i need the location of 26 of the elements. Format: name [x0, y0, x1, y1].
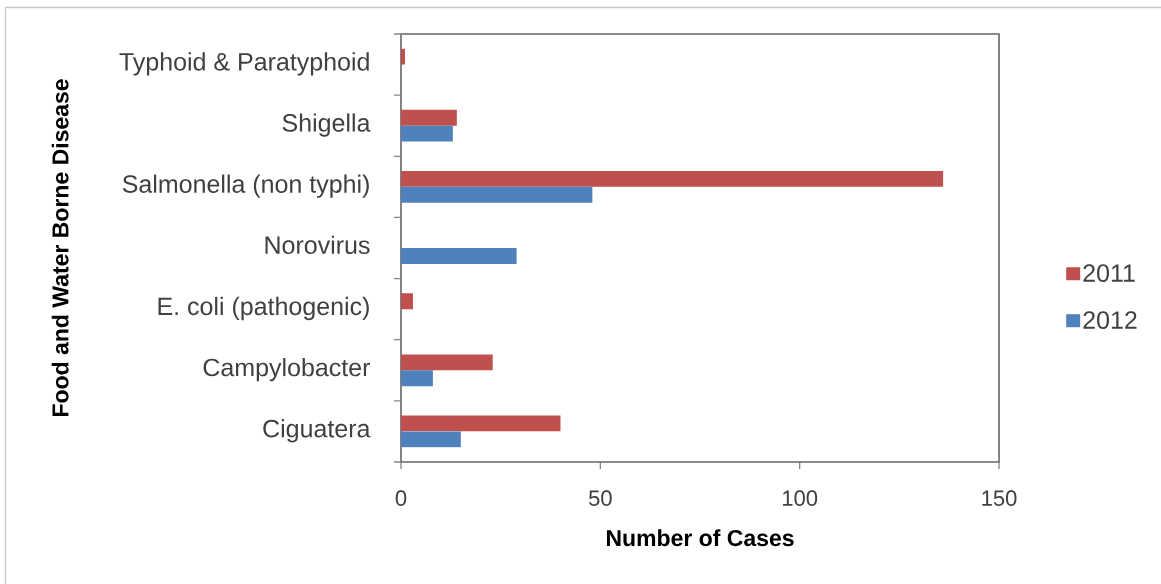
x-axis-title: Number of Cases — [606, 529, 794, 547]
bar — [401, 248, 517, 264]
y-tick-label: E. coli (pathogenic) — [158, 296, 369, 321]
y-tick-label: Norovirus — [265, 235, 370, 255]
y-tick-label: Typhoid & Paratyphoid — [119, 52, 369, 76]
bar — [401, 186, 593, 203]
bar — [401, 415, 561, 432]
legend-label: 2012 — [1083, 311, 1137, 329]
bar — [401, 109, 457, 126]
x-tick-label: 150 — [982, 490, 1017, 506]
y-axis-title: Food and Water Borne Disease — [51, 79, 69, 417]
bar — [401, 370, 433, 387]
y-tick-label: Shigella — [282, 113, 371, 137]
x-tick-label: 0 — [395, 490, 407, 506]
bar — [401, 431, 461, 448]
bar — [401, 48, 405, 65]
legend-label: 2011 — [1083, 264, 1135, 282]
x-tick-label: 50 — [588, 490, 612, 506]
bar — [401, 170, 944, 187]
y-tick-label: Campylobacter — [203, 357, 371, 382]
bar — [401, 293, 413, 310]
x-tick-label: 100 — [783, 490, 818, 506]
bar — [401, 354, 493, 371]
bar — [401, 125, 453, 142]
y-tick-label: Salmonella (non typhi) — [122, 174, 369, 198]
y-tick-label: Ciguatera — [263, 419, 371, 443]
